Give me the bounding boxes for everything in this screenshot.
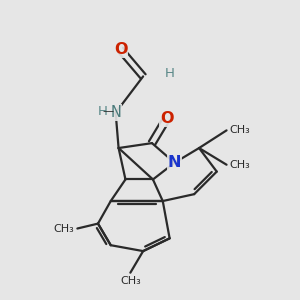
Text: N: N xyxy=(110,105,121,120)
Text: CH₃: CH₃ xyxy=(54,224,74,233)
Text: CH₃: CH₃ xyxy=(120,276,141,286)
Text: CH₃: CH₃ xyxy=(230,160,250,170)
Text: H: H xyxy=(98,105,107,118)
Text: —: — xyxy=(103,106,114,116)
Text: O: O xyxy=(160,111,173,126)
Text: H: H xyxy=(165,67,175,80)
Text: N: N xyxy=(168,155,181,170)
Text: CH₃: CH₃ xyxy=(230,125,250,135)
Text: O: O xyxy=(114,42,127,57)
